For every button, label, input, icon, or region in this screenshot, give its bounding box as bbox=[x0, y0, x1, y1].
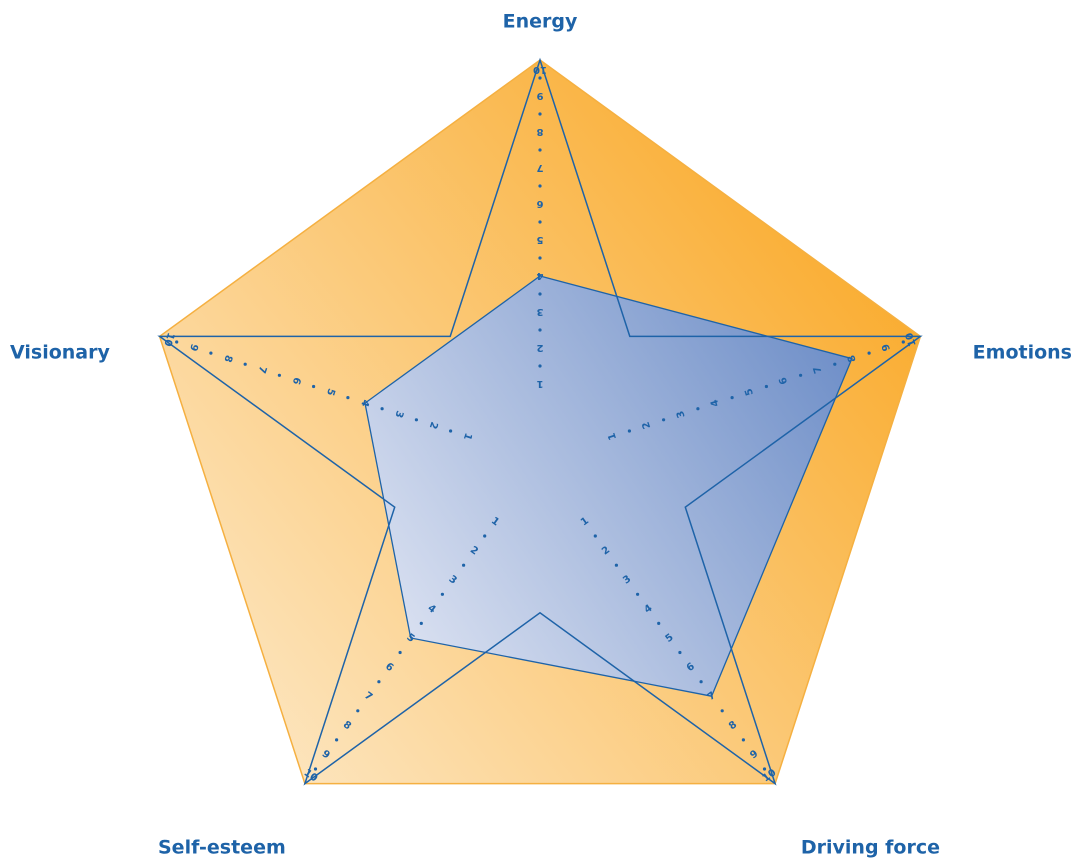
tick-label: 9 bbox=[187, 342, 200, 352]
tick-dot bbox=[538, 220, 542, 224]
tick-label: 1 bbox=[461, 431, 474, 441]
tick-dot bbox=[356, 709, 360, 713]
tick-dot bbox=[538, 112, 542, 116]
tick-label: 4 bbox=[709, 398, 722, 408]
tick-dot bbox=[799, 373, 803, 377]
tick-label: 2 bbox=[427, 420, 440, 430]
tick-label: 8 bbox=[846, 353, 859, 363]
tick-dot bbox=[313, 767, 318, 771]
tick-dot bbox=[538, 76, 542, 80]
tick-label: 10 bbox=[533, 64, 547, 75]
data-area bbox=[364, 275, 853, 697]
tick-dot bbox=[377, 680, 381, 684]
tick-dot bbox=[277, 373, 281, 377]
tick-dot bbox=[741, 738, 746, 742]
axis-label-energy: Energy bbox=[503, 11, 578, 33]
tick-label: 4 bbox=[536, 270, 543, 281]
tick-label: 3 bbox=[392, 409, 405, 419]
tick-dot bbox=[440, 592, 444, 596]
tick-label: 4 bbox=[358, 398, 371, 408]
tick-label: 8 bbox=[221, 353, 234, 363]
tick-dot bbox=[833, 362, 837, 366]
tick-dot bbox=[449, 429, 453, 433]
tick-dot bbox=[538, 256, 542, 260]
tick-dot bbox=[762, 767, 767, 771]
tick-dot bbox=[538, 292, 542, 296]
tick-dot bbox=[380, 407, 384, 411]
tick-label: 7 bbox=[256, 365, 269, 375]
tick-label: 10 bbox=[161, 331, 176, 348]
tick-dot bbox=[175, 340, 179, 344]
tick-label: 5 bbox=[324, 387, 337, 397]
tick-dot bbox=[462, 563, 466, 567]
tick-dot bbox=[699, 680, 703, 684]
tick-dot bbox=[662, 418, 666, 422]
tick-dot bbox=[538, 364, 542, 368]
tick-label: 9 bbox=[536, 90, 543, 101]
tick-dot bbox=[636, 592, 640, 596]
tick-label: 3 bbox=[675, 409, 688, 419]
tick-label: 2 bbox=[641, 420, 654, 430]
tick-dot bbox=[335, 738, 339, 742]
axis-label-emotions: Emotions bbox=[973, 342, 1072, 364]
tick-dot bbox=[398, 650, 402, 655]
tick-label: 1 bbox=[606, 431, 619, 441]
axis-label-self-esteem: Self-esteem bbox=[158, 837, 286, 859]
tick-dot bbox=[346, 396, 350, 400]
tick-label: 5 bbox=[743, 387, 756, 397]
tick-label: 7 bbox=[536, 162, 543, 173]
tick-dot bbox=[538, 328, 542, 332]
tick-dot bbox=[614, 563, 619, 567]
tick-label: 6 bbox=[536, 198, 543, 209]
tick-dot bbox=[538, 184, 542, 188]
tick-label: 6 bbox=[290, 376, 303, 386]
tick-dot bbox=[593, 534, 597, 538]
tick-label: 9 bbox=[880, 342, 893, 352]
tick-label: 2 bbox=[536, 342, 543, 353]
axis-label-driving-force: Driving force bbox=[801, 837, 940, 859]
tick-dot bbox=[678, 650, 682, 655]
tick-label: 10 bbox=[904, 331, 919, 348]
tick-dot bbox=[243, 362, 247, 366]
tick-dot bbox=[414, 418, 418, 422]
tick-label: 5 bbox=[536, 234, 543, 245]
star-outline bbox=[157, 57, 923, 786]
tick-dot bbox=[483, 534, 487, 538]
tick-dot bbox=[720, 709, 724, 713]
tick-dot bbox=[901, 340, 905, 344]
tick-dot bbox=[696, 407, 700, 411]
tick-dot bbox=[764, 384, 769, 389]
tick-dot bbox=[627, 429, 632, 433]
tick-dot bbox=[419, 621, 423, 626]
tick-dot bbox=[730, 396, 734, 400]
tick-dot bbox=[209, 351, 213, 355]
tick-label: 8 bbox=[536, 126, 543, 137]
tick-label: 1 bbox=[536, 378, 543, 389]
tick-label: 7 bbox=[812, 365, 825, 375]
tick-dot bbox=[538, 148, 542, 152]
tick-dot bbox=[657, 621, 661, 626]
tick-dot bbox=[312, 384, 316, 389]
tick-label: 3 bbox=[536, 306, 543, 317]
axis-label-visionary: Visionary bbox=[10, 342, 110, 364]
tick-label: 6 bbox=[778, 376, 791, 386]
tick-dot bbox=[867, 351, 871, 355]
